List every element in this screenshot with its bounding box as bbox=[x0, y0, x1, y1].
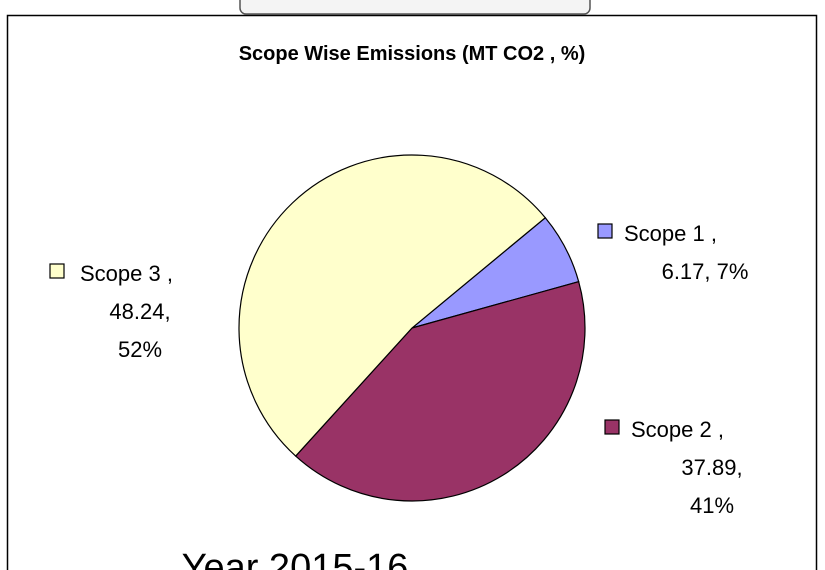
legend-marker bbox=[604, 419, 620, 435]
data-label: Scope 3 , bbox=[80, 261, 173, 286]
data-label: 6.17, 7% bbox=[662, 259, 749, 284]
data-label: 37.89, bbox=[681, 455, 742, 480]
chart-title: Scope Wise Emissions (MT CO2 , %) bbox=[239, 43, 586, 65]
data-label: Scope 1 , bbox=[624, 221, 717, 246]
data-label: 52% bbox=[118, 337, 162, 362]
annotation: Year 2015-16 bbox=[182, 547, 409, 570]
pie-slice bbox=[294, 280, 586, 502]
legend-marker bbox=[49, 263, 65, 279]
data-label: 41% bbox=[690, 493, 734, 518]
pie bbox=[238, 154, 586, 502]
legend-marker bbox=[597, 223, 613, 239]
pie-slice bbox=[238, 154, 547, 457]
data-label: 48.24, bbox=[109, 299, 170, 324]
data-label: Scope 2 , bbox=[631, 417, 724, 442]
top-tab bbox=[239, 0, 591, 15]
